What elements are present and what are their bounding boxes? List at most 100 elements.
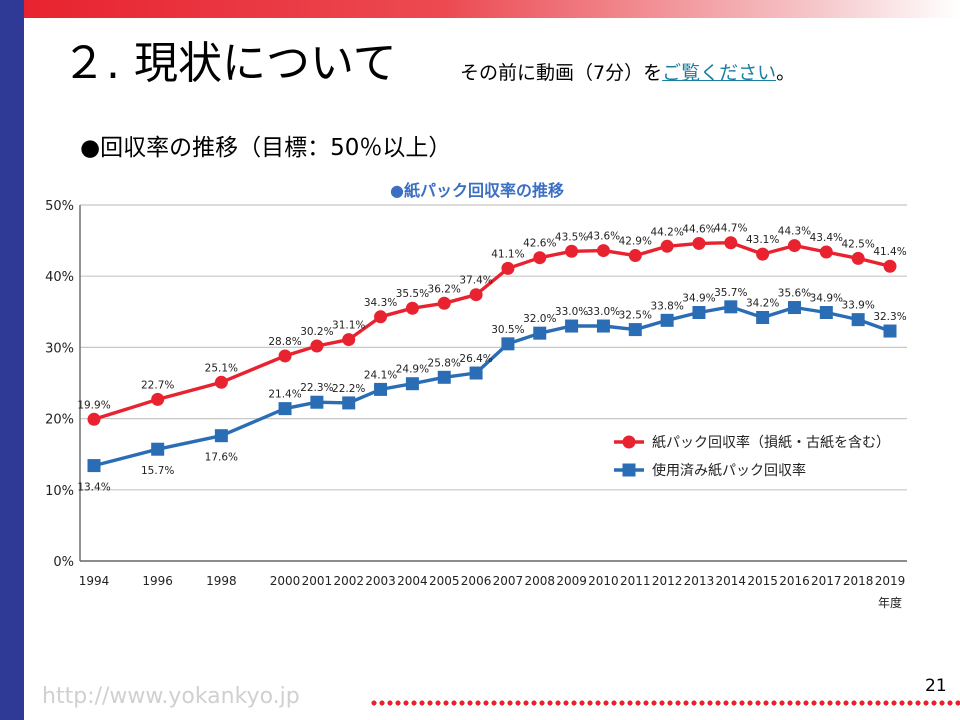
data-label: 28.8% [268,336,301,348]
x-tick-label: 2019 [875,574,906,588]
x-tick-label: 2015 [747,574,778,588]
data-label: 35.5% [396,288,429,300]
data-label: 43.5% [555,231,588,243]
data-label: 35.7% [714,287,747,299]
x-tick-label: 1994 [79,574,110,588]
data-point [724,300,738,314]
data-label: 25.8% [428,357,461,369]
data-label: 24.9% [396,364,429,376]
data-point [660,313,674,327]
data-label: 37.4% [459,275,492,287]
data-point [724,236,738,250]
data-label: 44.2% [650,226,683,238]
top-gradient-bar [24,0,960,18]
data-label: 32.0% [523,313,556,325]
data-label: 19.9% [77,399,110,411]
x-axis-title: 年度 [878,595,902,610]
data-label: 34.2% [746,297,779,309]
recovery-rate-chart: ●紙パック回収率の推移 0% 10% 20% 30% 40% 50% 1994 1996 199… [45,181,907,610]
x-tick-label: 2000 [270,574,301,588]
data-point [883,324,897,338]
legend-label: 使用済み紙パック回収率 [652,462,806,479]
section-subtitle: ●回収率の推移（目標：50％以上） [80,135,452,161]
y-tick-label: 30% [45,341,74,356]
data-label: 33.9% [841,300,874,312]
data-label: 34.3% [364,297,397,309]
footer-url: http://www.yokankyo.jp [42,684,300,709]
data-point [469,366,483,380]
series-used-carton-recovery: 13.4% 15.7% 17.6% 21.4%22.3%22.2% 24.1%24.9%… [77,287,906,494]
data-label: 43.1% [746,234,779,246]
data-point [278,349,292,363]
data-point [151,442,165,456]
x-tick-label: 2001 [302,574,333,588]
y-tick-label: 20% [45,413,74,428]
data-point [756,247,770,261]
data-label: 43.6% [587,231,620,243]
data-point [628,323,642,337]
data-label: 34.9% [810,293,843,305]
legend-marker [622,463,636,477]
x-tick-label: 2007 [493,574,524,588]
data-label: 44.6% [682,223,715,235]
data-point [851,313,865,327]
x-tick-label: 2002 [333,574,364,588]
data-point [756,310,770,324]
chart-title: ●紙パック回収率の推移 [390,181,564,200]
data-point [787,301,801,315]
x-tick-label: 2003 [365,574,396,588]
slide-title: ２. 現状について [62,38,397,89]
x-tick-label: 2011 [620,574,651,588]
x-tick-label: 2010 [588,574,619,588]
y-tick-label: 50% [45,199,74,214]
data-label: 26.4% [459,353,492,365]
video-link[interactable]: ご覧ください [662,62,777,84]
data-point [151,392,165,406]
data-point [596,244,610,258]
data-label: 33.0% [555,306,588,318]
data-point [469,288,483,302]
data-point [214,375,228,389]
data-point [87,412,101,426]
x-tick-label: 2013 [684,574,715,588]
data-label: 35.6% [778,288,811,300]
data-label: 21.4% [268,389,301,401]
video-note-suffix: 。 [776,62,796,84]
data-point [628,249,642,263]
data-label: 25.1% [205,362,238,374]
data-label: 32.5% [619,310,652,322]
data-label: 22.2% [332,383,365,395]
x-tick-label: 1998 [206,574,237,588]
legend-label: 紙パック回収率（損紙・古紙を含む） [652,434,890,451]
data-label: 30.2% [300,326,333,338]
x-tick-label: 2009 [556,574,587,588]
chart-series: 19.9% 22.7% 25.1% 28.8%30.2%31.1% 34.3%35.5%… [77,223,906,494]
page-number: 21 [925,676,947,696]
data-label: 41.1% [491,248,524,260]
data-point [437,370,451,384]
data-label: 30.5% [491,324,524,336]
data-point [501,337,515,351]
data-label: 36.2% [428,283,461,295]
data-label: 33.0% [587,306,620,318]
data-label: 34.9% [682,293,715,305]
legend-marker [622,435,636,449]
data-point [819,245,833,259]
y-tick-label: 0% [53,555,74,570]
data-point [342,396,356,410]
data-label: 33.8% [650,300,683,312]
data-point [310,339,324,353]
data-point [533,251,547,265]
data-point [819,306,833,320]
data-point [883,259,897,273]
data-label: 42.5% [841,238,874,250]
data-label: 44.3% [778,226,811,238]
x-tick-label: 2006 [461,574,492,588]
x-tick-label: 2004 [397,574,428,588]
data-label: 43.4% [810,232,843,244]
x-tick-label: 2012 [652,574,683,588]
data-label: 42.6% [523,238,556,250]
data-point [437,296,451,310]
data-label: 44.7% [714,223,747,235]
footer-dotted-line [370,700,960,706]
